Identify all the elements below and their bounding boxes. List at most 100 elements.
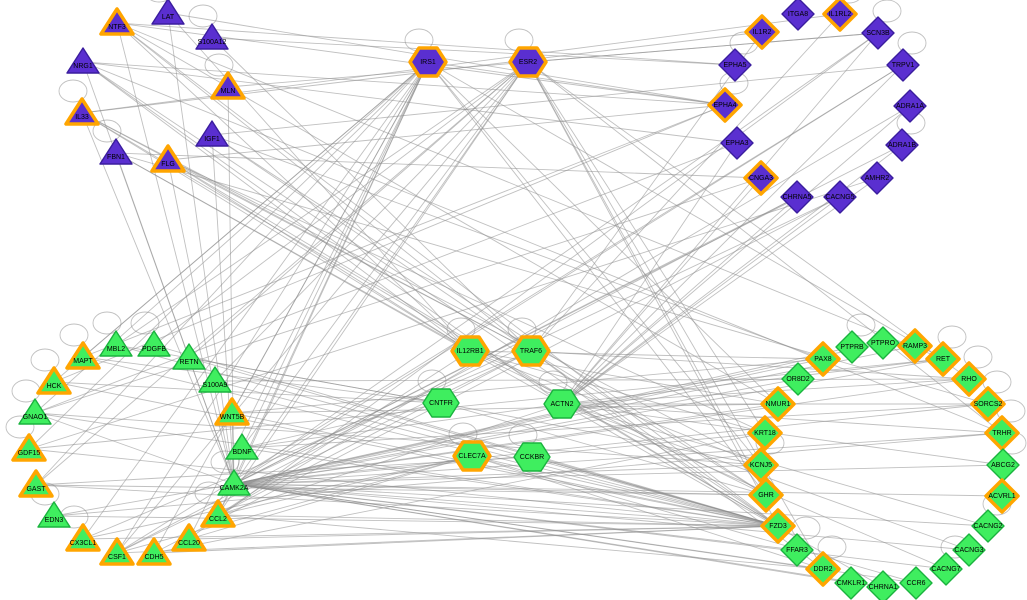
diamond-shape-PTPRO[interactable] (866, 326, 900, 360)
triangle-shape-HCK[interactable] (36, 366, 72, 395)
node-MAPT[interactable]: MAPT (65, 341, 101, 370)
triangle-shape-GNAO1[interactable] (18, 398, 52, 425)
diamond-shape-CACNG2[interactable] (971, 509, 1005, 543)
hexagon-shape-CLEC7A[interactable] (452, 440, 492, 472)
diamond-shape-PTPRB[interactable] (835, 330, 869, 364)
node-HCK[interactable]: HCK (36, 366, 72, 395)
node-ACVRL1[interactable]: ACVRL1 (984, 478, 1020, 514)
diamond-shape-ACVRL1[interactable] (984, 478, 1020, 514)
node-EDN3[interactable]: EDN3 (37, 501, 71, 528)
triangle-shape-BDNF[interactable] (225, 433, 259, 460)
node-FBN1[interactable]: FBN1 (99, 138, 133, 165)
triangle-shape-FBN1[interactable] (99, 138, 133, 165)
diamond-shape-RHO[interactable] (951, 361, 987, 397)
node-CCR6[interactable]: CCR6 (899, 566, 933, 600)
hexagon-shape-IRS1[interactable] (408, 46, 448, 78)
triangle-shape-EDN3[interactable] (37, 501, 71, 528)
triangle-shape-NRG1[interactable] (66, 47, 100, 74)
diamond-shape-CHRNA1[interactable] (866, 570, 900, 600)
diamond-shape-KRT18[interactable] (747, 415, 783, 451)
triangle-shape-MAPT[interactable] (65, 341, 101, 370)
node-S100A12[interactable]: S100A12 (195, 23, 229, 50)
triangle-shape-NTF3[interactable] (99, 7, 135, 36)
triangle-shape-CX3CL1[interactable] (65, 523, 101, 552)
diamond-shape-CACNG5[interactable] (823, 180, 857, 214)
node-KRT18[interactable]: KRT18 (747, 415, 783, 451)
diamond-shape-EPHA5[interactable] (718, 48, 752, 82)
diamond-shape-TRPV1[interactable] (886, 48, 920, 82)
triangle-shape-LAT[interactable] (151, 0, 185, 25)
triangle-shape-MLN[interactable] (210, 71, 246, 100)
hexagon-shape-ACTN2[interactable] (543, 389, 581, 419)
node-ITGA8[interactable]: ITGA8 (781, 0, 815, 31)
node-CACNG3[interactable]: CACNG3 (952, 533, 986, 567)
triangle-shape-FLG[interactable] (150, 144, 186, 173)
diamond-shape-SCN3B[interactable] (861, 16, 895, 50)
triangle-shape-MBL2[interactable] (99, 330, 133, 357)
diamond-shape-CACNG3[interactable] (952, 533, 986, 567)
triangle-shape-S100A12[interactable] (195, 23, 229, 50)
diamond-shape-EPHA4[interactable] (707, 87, 743, 123)
node-IL12RB1[interactable]: IL12RB1 (450, 335, 490, 367)
diamond-shape-CMKLR1[interactable] (834, 566, 868, 600)
diamond-shape-EPHA3[interactable] (720, 126, 754, 160)
node-CHRNA5[interactable]: CHRNA5 (780, 180, 814, 214)
diamond-shape-CACNG7[interactable] (929, 552, 963, 586)
diamond-shape-FFAR3[interactable] (780, 533, 814, 567)
hexagon-shape-TRAF6[interactable] (511, 335, 551, 367)
node-LAT[interactable]: LAT (151, 0, 185, 25)
node-AMHR2[interactable]: AMHR2 (860, 161, 894, 195)
diamond-shape-DDR2[interactable] (805, 551, 841, 587)
hexagon-shape-CNTFR[interactable] (422, 388, 460, 418)
triangle-shape-GAST[interactable] (18, 469, 54, 498)
node-CX3CL1[interactable]: CX3CL1 (65, 523, 101, 552)
hexagon-shape-ESR2[interactable] (508, 46, 548, 78)
diamond-shape-ADRA1B[interactable] (885, 128, 919, 162)
diamond-shape-KCNJ5[interactable] (743, 447, 779, 483)
node-NTF3[interactable]: NTF3 (99, 7, 135, 36)
node-CNGA3[interactable]: CNGA3 (743, 160, 779, 196)
triangle-shape-CDH5[interactable] (136, 537, 172, 566)
diamond-shape-TRHR[interactable] (984, 415, 1020, 451)
triangle-shape-GDF15[interactable] (11, 433, 47, 462)
triangle-shape-CCL20[interactable] (171, 523, 207, 552)
triangle-shape-CCL2[interactable] (200, 499, 236, 528)
diamond-shape-SORCS2[interactable] (970, 386, 1006, 422)
node-MBL2[interactable]: MBL2 (99, 330, 133, 357)
diamond-shape-ITGA8[interactable] (781, 0, 815, 31)
node-IRS1[interactable]: IRS1 (408, 46, 448, 78)
hexagon-shape-IL12RB1[interactable] (450, 335, 490, 367)
diamond-shape-CCR6[interactable] (899, 566, 933, 600)
node-ESR2[interactable]: ESR2 (508, 46, 548, 78)
node-CHRNA1[interactable]: CHRNA1 (866, 570, 900, 600)
diamond-shape-IL1R2[interactable] (744, 14, 780, 50)
node-RAMP3[interactable]: RAMP3 (897, 328, 933, 364)
node-CSF1[interactable]: CSF1 (99, 537, 135, 566)
triangle-shape-CAMK2A[interactable] (217, 469, 251, 496)
node-EPHA3[interactable]: EPHA3 (720, 126, 754, 160)
diamond-shape-IL1RL2[interactable] (822, 0, 858, 32)
node-CLEC7A[interactable]: CLEC7A (452, 440, 492, 472)
triangle-shape-CSF1[interactable] (99, 537, 135, 566)
node-IL1RL2[interactable]: IL1RL2 (822, 0, 858, 32)
node-TRAF6[interactable]: TRAF6 (511, 335, 551, 367)
diamond-shape-NMUR1[interactable] (760, 386, 796, 422)
node-PDGFB[interactable]: PDGFB (137, 330, 171, 357)
triangle-shape-S100A9[interactable] (198, 366, 232, 393)
node-NRG1[interactable]: NRG1 (66, 47, 100, 74)
diamond-shape-CNGA3[interactable] (743, 160, 779, 196)
triangle-shape-IL33[interactable] (64, 97, 100, 126)
diamond-shape-RAMP3[interactable] (897, 328, 933, 364)
diamond-shape-RET[interactable] (925, 341, 961, 377)
triangle-shape-RETN[interactable] (172, 343, 206, 370)
diamond-shape-CHRNA5[interactable] (780, 180, 814, 214)
diamond-shape-AMHR2[interactable] (860, 161, 894, 195)
hexagon-shape-CCKBR[interactable] (513, 442, 551, 472)
diamond-shape-PAX8[interactable] (805, 341, 841, 377)
diamond-shape-FZD3[interactable] (760, 508, 796, 544)
diamond-shape-OR8D2[interactable] (781, 362, 815, 396)
triangle-shape-IGF1[interactable] (195, 120, 229, 147)
diamond-shape-ADRA1A[interactable] (893, 89, 927, 123)
